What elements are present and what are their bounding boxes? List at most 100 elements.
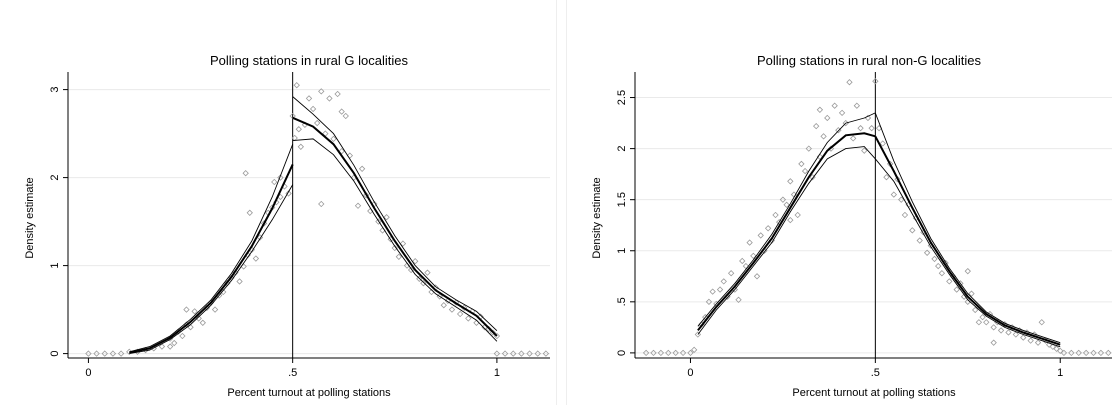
x-tick-label: 0: [687, 367, 693, 379]
data-point: [964, 268, 971, 275]
data-point: [1097, 349, 1105, 357]
data-point: [1060, 349, 1068, 357]
data-point: [1023, 329, 1031, 336]
data-point: [690, 346, 698, 353]
data-point: [448, 306, 456, 313]
data-point: [101, 350, 108, 357]
data-point: [314, 119, 321, 127]
data-point: [820, 133, 827, 140]
data-point: [395, 253, 403, 260]
data-point: [953, 286, 960, 293]
data-point: [403, 262, 411, 269]
data-point: [1012, 331, 1020, 338]
data-point: [195, 315, 202, 322]
data-point: [894, 176, 901, 183]
ci-lower-left: [697, 146, 876, 335]
data-point: [931, 255, 938, 263]
data-point: [526, 350, 533, 357]
y-tick-label: 0: [616, 350, 628, 356]
x-tick-label: 0: [85, 367, 91, 379]
data-point: [979, 313, 986, 321]
data-point: [1005, 329, 1012, 336]
data-point: [1020, 334, 1027, 341]
data-point: [277, 174, 284, 181]
data-point: [787, 178, 794, 185]
data-point: [375, 218, 382, 225]
data-point: [534, 350, 541, 357]
data-point: [990, 339, 997, 346]
data-point: [694, 331, 702, 338]
data-point: [309, 105, 317, 113]
data-point: [757, 232, 764, 239]
data-point: [330, 135, 337, 143]
data-point: [879, 140, 886, 147]
data-point: [252, 255, 260, 262]
data-point: [746, 239, 753, 246]
data-point: [801, 167, 809, 175]
density-estimate-left: [129, 163, 294, 354]
data-point: [391, 244, 398, 252]
y-tick-label: 2: [49, 175, 61, 181]
data-point: [742, 262, 750, 270]
plot-area: 0 .5 1 1.5 2 2.5 0 .5 1: [616, 72, 1112, 379]
data-point: [191, 308, 198, 315]
data-point: [420, 280, 427, 287]
data-point: [935, 262, 942, 270]
data-point: [983, 319, 990, 326]
data-point: [354, 202, 362, 209]
data-point: [1105, 349, 1112, 357]
data-point: [260, 220, 268, 227]
data-point: [542, 350, 550, 357]
data-point: [705, 298, 713, 305]
data-point: [857, 125, 864, 132]
data-point: [716, 286, 724, 293]
data-point: [938, 270, 946, 277]
data-point: [326, 95, 333, 102]
data-point: [358, 165, 366, 172]
data-point: [739, 257, 746, 265]
data-point: [764, 225, 772, 232]
data-point: [158, 343, 166, 350]
density-chart-rural-g: Polling stations in rural G localities D…: [24, 0, 557, 405]
data-point: [383, 214, 390, 221]
data-point: [501, 350, 509, 357]
data-point: [220, 288, 227, 296]
y-axis-label: Density estimate: [591, 177, 603, 258]
data-point: [318, 88, 325, 95]
density-chart-rural-non-g-svg: Polling stations in rural non-G localiti…: [591, 53, 1112, 399]
data-point: [827, 145, 835, 152]
data-point: [1027, 337, 1034, 344]
data-point: [183, 306, 190, 313]
data-point: [246, 209, 253, 216]
data-point: [861, 147, 868, 154]
y-tick-label: 2.5: [616, 90, 628, 105]
data-point: [363, 192, 370, 199]
data-point: [407, 266, 415, 274]
data-point: [424, 269, 431, 276]
data-point: [293, 82, 300, 89]
data-point: [473, 319, 480, 326]
data-point: [672, 349, 679, 357]
data-point: [285, 190, 292, 197]
data-point: [657, 349, 665, 357]
data-point: [199, 319, 206, 326]
data-point: [883, 174, 890, 181]
data-point: [1075, 349, 1082, 357]
data-point: [93, 350, 100, 357]
data-point: [898, 196, 905, 203]
data-point: [824, 114, 831, 122]
data-point: [805, 145, 812, 152]
data-point: [794, 211, 801, 219]
density-estimate-right: [292, 116, 498, 337]
y-tick-label: 1: [616, 248, 628, 254]
data-point: [972, 306, 979, 314]
data-point: [642, 349, 650, 357]
density-chart-rural-non-g: Polling stations in rural non-G localiti…: [566, 0, 1113, 405]
data-point: [179, 332, 186, 340]
data-point: [960, 293, 968, 300]
data-point: [334, 90, 341, 98]
density-chart-rural-g-svg: Polling stations in rural G localities D…: [24, 53, 550, 399]
data-point: [650, 349, 657, 357]
data-point: [838, 109, 846, 117]
data-point: [412, 258, 419, 265]
